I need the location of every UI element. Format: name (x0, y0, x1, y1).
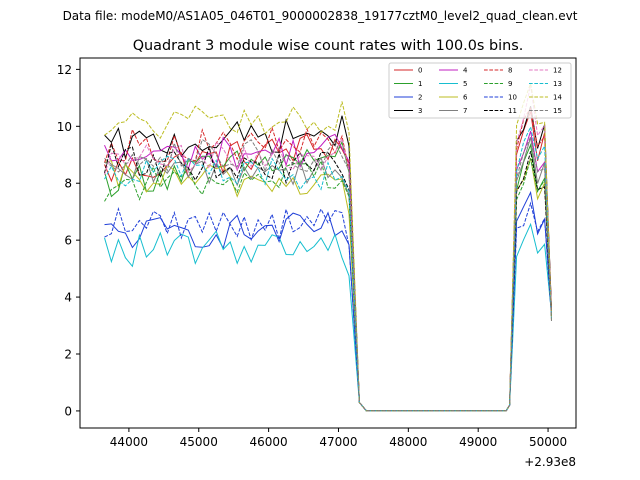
x-tick-label: 44000 (110, 435, 148, 449)
legend-label-3: 3 (418, 107, 422, 115)
x-axis-offset-label: +2.93e8 (524, 455, 576, 469)
y-axis-ticks: 0 2 4 6 8 10 12 (57, 63, 80, 418)
y-tick-label: 2 (64, 348, 72, 362)
x-tick-label: 48000 (389, 435, 427, 449)
series-line-13 (104, 125, 552, 412)
x-axis-ticks: 44000 45000 46000 47000 48000 49000 50000 (110, 428, 567, 449)
legend-label-8: 8 (508, 67, 512, 75)
legend-label-7: 7 (463, 107, 467, 115)
legend-label-9: 9 (508, 80, 512, 88)
legend-label-2: 2 (418, 94, 422, 102)
legend-label-0: 0 (418, 67, 422, 75)
legend-label-14: 14 (553, 94, 562, 102)
x-tick-label: 45000 (180, 435, 218, 449)
legend-label-11: 11 (508, 107, 517, 115)
y-tick-label: 4 (64, 291, 72, 305)
x-tick-label: 46000 (250, 435, 288, 449)
legend-label-1: 1 (418, 80, 422, 88)
legend-label-12: 12 (553, 67, 562, 75)
legend-label-4: 4 (463, 67, 468, 75)
series-line-15 (104, 135, 552, 412)
legend-label-15: 15 (553, 107, 562, 115)
plot-area (79, 57, 577, 429)
y-tick-label: 10 (57, 120, 72, 134)
legend-label-10: 10 (508, 94, 517, 102)
x-tick-label: 47000 (319, 435, 357, 449)
axes-frame (79, 57, 577, 429)
y-tick-label: 6 (64, 234, 72, 248)
x-tick-label: 49000 (459, 435, 497, 449)
figure-suptitle: Data file: modeM0/AS1A05_046T01_90000028… (63, 9, 578, 23)
y-tick-label: 8 (64, 177, 72, 191)
legend-label-13: 13 (553, 80, 562, 88)
y-tick-label: 0 (64, 404, 72, 418)
legend-box (388, 62, 572, 119)
x-tick-label: 50000 (529, 435, 567, 449)
series-lines (104, 81, 552, 412)
y-tick-label: 12 (57, 63, 72, 77)
legend-label-6: 6 (463, 94, 468, 102)
legend-label-5: 5 (463, 80, 467, 88)
chart-title: Quadrant 3 module wise count rates with … (133, 38, 524, 54)
